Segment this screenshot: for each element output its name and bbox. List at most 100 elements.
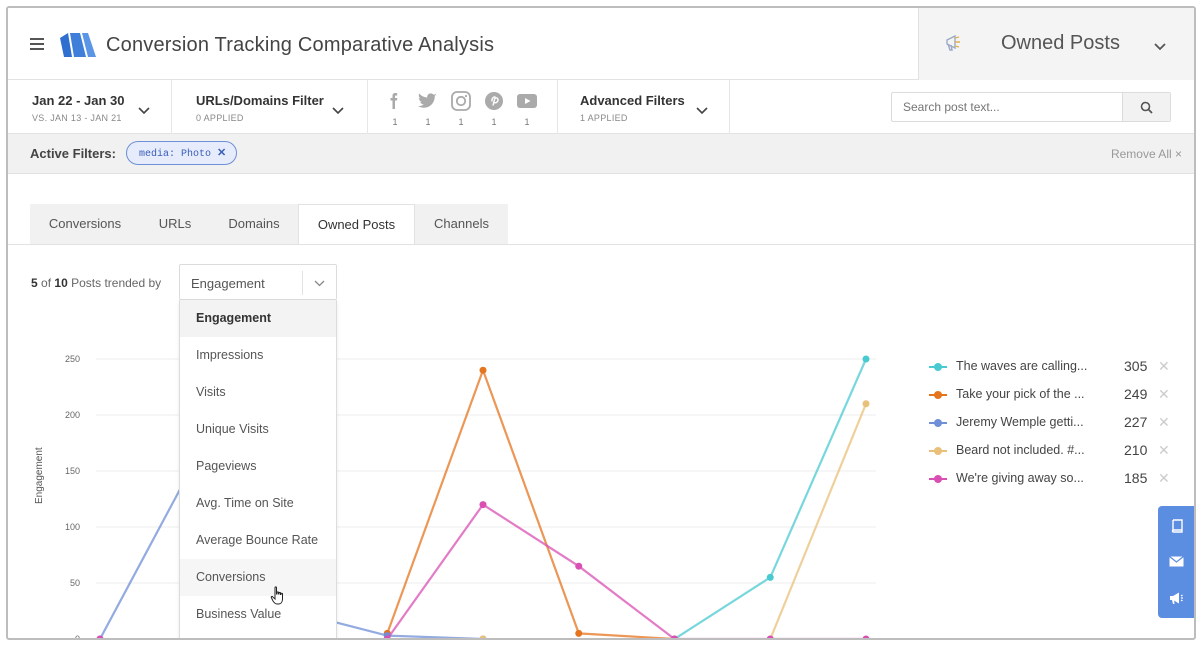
y-tick-label: 100 (65, 522, 80, 532)
tab-domains[interactable]: Domains (210, 204, 298, 244)
series-line (674, 358, 868, 638)
search-icon (1140, 101, 1153, 114)
advanced-filters[interactable]: Advanced Filters 1 APPLIED (558, 80, 730, 134)
tab-owned-posts[interactable]: Owned Posts (298, 204, 415, 244)
legend-label: Take your pick of the ... (956, 387, 1085, 401)
facebook-icon[interactable] (384, 90, 406, 112)
announcements-button[interactable] (1158, 580, 1194, 616)
instagram-icon[interactable] (450, 90, 472, 112)
legend-marker (929, 363, 947, 371)
tab-conversions[interactable]: Conversions (30, 204, 140, 244)
legend-item[interactable]: Jeremy Wemple getti... 227 ✕ (928, 414, 1178, 434)
filter-chip-label: media: Photo (139, 149, 212, 160)
trend-caption: 5 of 10 Posts trended by (31, 276, 161, 290)
channel-filter: 1 1 1 1 1 (368, 80, 558, 134)
option-business-value[interactable]: Business Value (196, 607, 282, 621)
y-tick-label: 50 (70, 578, 80, 588)
advanced-filters-label: Advanced Filters (580, 93, 685, 108)
data-point (862, 400, 870, 408)
search-input[interactable] (892, 93, 1122, 121)
tab-channels[interactable]: Channels (415, 204, 508, 244)
series-line (386, 503, 866, 638)
owned-posts-selector[interactable]: Owned Posts (918, 8, 1194, 80)
twitter-count: 1 (425, 117, 431, 127)
remove-series-icon[interactable]: ✕ (1158, 414, 1170, 430)
metric-dropdown-menu: Engagement Impressions Visits Unique Vis… (179, 300, 337, 638)
legend-value: 227 (1124, 414, 1148, 430)
youtube-icon[interactable] (516, 90, 538, 112)
contact-button[interactable] (1158, 544, 1194, 580)
data-point (479, 366, 487, 374)
active-filters-bar: Active Filters: media: Photo ✕ Remove All… (8, 134, 1194, 174)
legend-value: 185 (1124, 470, 1148, 486)
legend-marker (929, 475, 947, 483)
chevron-down-icon (314, 280, 325, 287)
data-point (383, 635, 391, 638)
legend-item[interactable]: Take your pick of the ... 249 ✕ (928, 386, 1178, 406)
legend-item[interactable]: Beard not included. #... 210 ✕ (928, 442, 1178, 462)
option-average-bounce-rate[interactable]: Average Bounce Rate (196, 533, 319, 547)
date-compare-label: VS. JAN 13 - JAN 21 (32, 113, 122, 123)
search-button[interactable] (1122, 93, 1170, 121)
option-pageviews[interactable]: Pageviews (196, 459, 257, 473)
pinterest-count: 1 (491, 117, 497, 127)
facebook-count: 1 (392, 117, 398, 127)
help-docs-button[interactable] (1158, 508, 1194, 544)
legend-item[interactable]: We're giving away so... 185 ✕ (928, 470, 1178, 490)
legend-item[interactable]: The waves are calling... 305 ✕ (928, 358, 1178, 378)
y-tick-label: 150 (65, 466, 80, 476)
trend-total: 10 (54, 276, 68, 290)
legend-label: The waves are calling... (956, 359, 1088, 373)
page-title: Conversion Tracking Comparative Analysis (106, 34, 495, 56)
legend-value: 249 (1124, 386, 1148, 402)
date-range-filter[interactable]: Jan 22 - Jan 30 VS. JAN 13 - JAN 21 (8, 80, 172, 134)
option-avg-time-on-site[interactable]: Avg. Time on Site (196, 496, 294, 510)
remove-series-icon[interactable]: ✕ (1158, 386, 1170, 402)
twitter-icon[interactable] (417, 90, 439, 112)
tabs-divider (8, 244, 1194, 245)
urls-filter-count: 0 APPLIED (196, 113, 244, 123)
filter-chip[interactable]: media: Photo ✕ (126, 141, 238, 165)
tab-urls[interactable]: URLs (140, 204, 210, 244)
data-point (575, 629, 583, 637)
legend-label: We're giving away so... (956, 471, 1084, 485)
urls-domains-filter[interactable]: URLs/Domains Filter 0 APPLIED (172, 80, 368, 134)
chevron-down-icon (696, 102, 708, 120)
remove-series-icon[interactable]: ✕ (1158, 358, 1170, 374)
remove-series-icon[interactable]: ✕ (1158, 442, 1170, 458)
data-point (862, 355, 870, 363)
logo-icon (58, 30, 98, 65)
remove-series-icon[interactable]: ✕ (1158, 470, 1170, 486)
envelope-icon (1169, 556, 1184, 567)
legend-marker (929, 419, 947, 427)
legend-value: 305 (1124, 358, 1148, 374)
close-icon[interactable]: ✕ (217, 147, 227, 159)
series-line (769, 403, 868, 638)
data-point (862, 635, 870, 638)
data-point (766, 635, 774, 638)
owned-posts-title: Owned Posts (1001, 32, 1120, 54)
option-impressions[interactable]: Impressions (196, 348, 264, 362)
legend-marker (929, 447, 947, 455)
pinterest-icon[interactable] (483, 90, 505, 112)
data-point (96, 635, 104, 638)
option-conversions[interactable]: Conversions (180, 559, 336, 596)
megaphone-icon (943, 32, 965, 59)
trend-suffix: Posts trended by (71, 276, 162, 290)
chevron-down-icon (138, 102, 150, 120)
metric-select[interactable]: Engagement (179, 264, 337, 300)
metric-select-value: Engagement (191, 276, 265, 291)
active-filters-label: Active Filters: (30, 146, 116, 161)
option-visits[interactable]: Visits (196, 385, 226, 399)
chevron-down-icon[interactable] (1154, 38, 1166, 56)
legend-marker (929, 391, 947, 399)
side-action-buttons (1158, 506, 1194, 618)
date-range-label: Jan 22 - Jan 30 (32, 93, 125, 108)
filter-bar: Jan 22 - Jan 30 VS. JAN 13 - JAN 21 URLs… (8, 80, 1194, 134)
data-point (479, 501, 487, 509)
option-engagement[interactable]: Engagement (180, 300, 336, 337)
remove-all-link[interactable]: Remove All × (1110, 147, 1182, 161)
menu-icon[interactable] (30, 38, 44, 50)
option-unique-visits[interactable]: Unique Visits (196, 422, 269, 436)
search-box (891, 92, 1171, 122)
